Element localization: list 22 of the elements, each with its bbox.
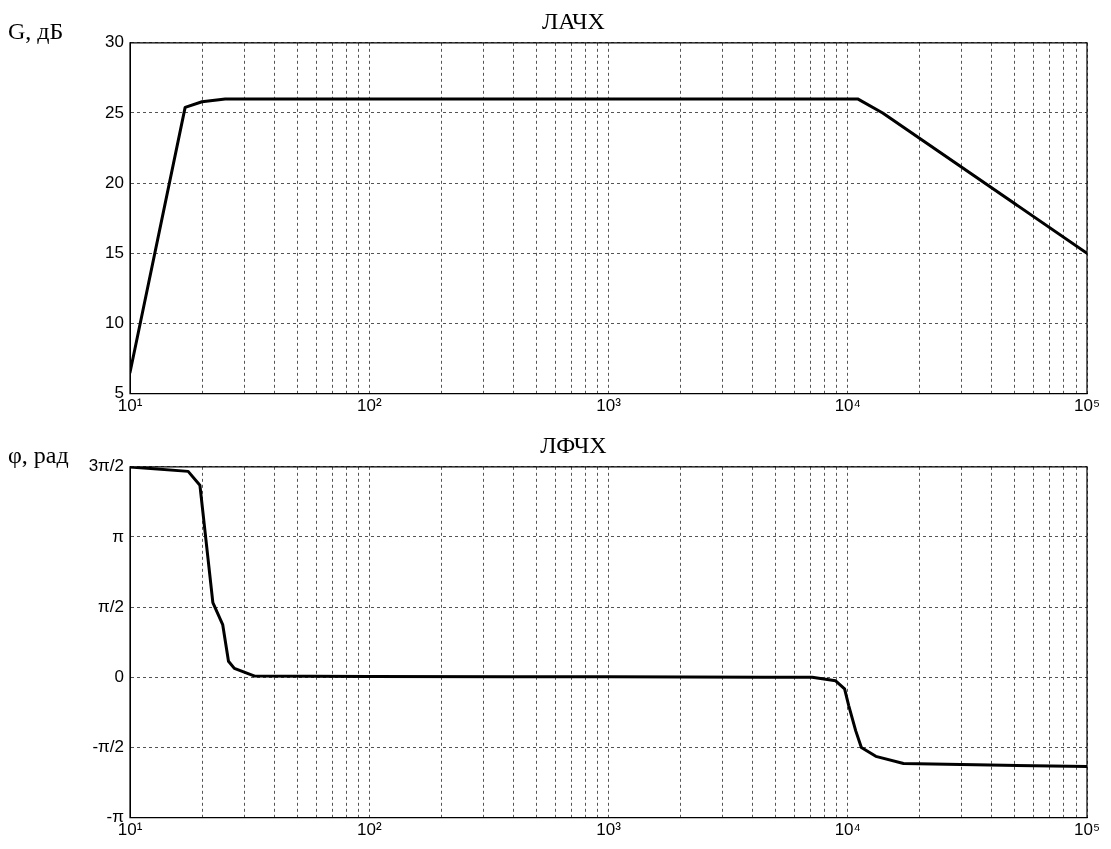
y-tick-label: 15 <box>105 242 124 262</box>
x-tick-label: 10³ <box>596 820 622 840</box>
y-tick-label: π/2 <box>98 596 124 616</box>
x-tick-label: 10² <box>356 396 382 416</box>
y-tick-label: 25 <box>105 102 124 122</box>
x-tick-label: 10⁴ <box>834 820 861 840</box>
y-tick-label: 0 <box>114 666 124 686</box>
x-tick-label: 10⁵ <box>1074 396 1100 416</box>
x-tick-label: 10³ <box>596 396 622 416</box>
y-tick-label: 20 <box>105 172 124 192</box>
chart-title: ЛФЧХ <box>540 431 607 458</box>
y-tick-label: 30 <box>105 32 124 52</box>
y-tick-label: 3π/2 <box>88 456 124 476</box>
x-tick-label: 10⁵ <box>1074 820 1100 840</box>
y-tick-label: π <box>112 526 124 546</box>
x-tick-label: 10⁴ <box>834 396 861 416</box>
x-tick-label: 10² <box>356 820 382 840</box>
chart-title: ЛАЧХ <box>542 7 605 34</box>
y-axis-title: φ, рад <box>8 442 69 469</box>
y-tick-label: -π/2 <box>92 737 124 757</box>
y-tick-label: 10 <box>105 313 124 333</box>
y-axis-title: G, дБ <box>8 18 64 45</box>
